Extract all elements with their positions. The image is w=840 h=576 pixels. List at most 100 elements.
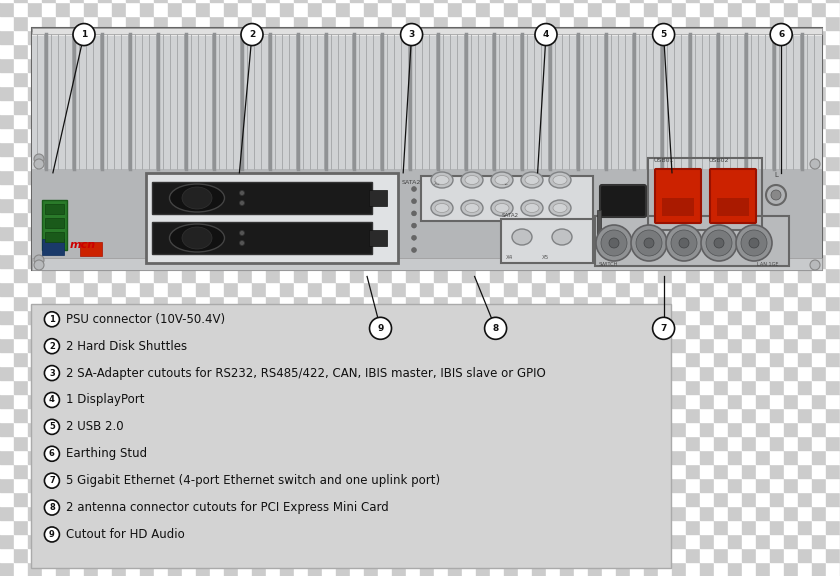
Bar [392, 254, 406, 268]
Bar [294, 464, 308, 478]
Bar [70, 380, 84, 394]
Bar [168, 226, 182, 240]
Bar [672, 548, 686, 562]
Bar [280, 142, 294, 156]
Bar [42, 506, 56, 520]
Bar [686, 0, 700, 2]
Bar [350, 170, 364, 184]
Bar [152, 182, 372, 214]
Bar [574, 506, 588, 520]
Bar [630, 268, 644, 282]
Ellipse shape [461, 172, 483, 188]
Bar [644, 114, 658, 128]
Bar [364, 170, 378, 184]
Bar [112, 240, 126, 254]
Ellipse shape [512, 229, 532, 245]
Bar [14, 30, 28, 44]
Bar [182, 282, 196, 296]
Bar [266, 506, 280, 520]
Bar [364, 114, 378, 128]
Bar [597, 210, 601, 240]
Bar [154, 142, 168, 156]
Bar [154, 492, 168, 506]
Bar [84, 30, 98, 44]
Bar [434, 240, 448, 254]
Bar [686, 282, 700, 296]
Bar [322, 100, 336, 114]
Ellipse shape [549, 200, 571, 216]
Ellipse shape [525, 203, 539, 213]
Bar [378, 324, 392, 338]
Bar [476, 2, 490, 16]
Bar [630, 520, 644, 534]
Bar [658, 464, 672, 478]
Bar [28, 142, 42, 156]
Bar [406, 240, 420, 254]
Bar [518, 128, 532, 142]
Bar [406, 100, 420, 114]
Bar [602, 198, 616, 212]
Bar [518, 44, 532, 58]
Bar [728, 366, 742, 380]
Bar [392, 0, 406, 2]
Bar [182, 156, 196, 170]
Circle shape [601, 230, 627, 256]
Bar [686, 156, 700, 170]
Bar [490, 366, 504, 380]
Bar [546, 268, 560, 282]
Bar [350, 478, 364, 492]
Bar [140, 142, 154, 156]
Bar [658, 534, 672, 548]
Bar [42, 310, 56, 324]
Bar [238, 366, 252, 380]
Bar [462, 534, 476, 548]
Bar [826, 212, 840, 226]
Bar [658, 422, 672, 436]
Bar [238, 492, 252, 506]
Bar [364, 548, 378, 562]
Bar [294, 338, 308, 352]
Bar [686, 548, 700, 562]
Bar [798, 548, 812, 562]
Bar [280, 212, 294, 226]
Bar [588, 562, 602, 576]
Bar [672, 436, 686, 450]
Bar [532, 30, 546, 44]
Bar [70, 170, 84, 184]
Bar [742, 30, 756, 44]
Bar [700, 58, 714, 72]
Bar [462, 282, 476, 296]
Ellipse shape [491, 200, 513, 216]
Bar [336, 380, 350, 394]
Bar [196, 184, 210, 198]
Bar [406, 478, 420, 492]
Bar [378, 492, 392, 506]
Bar [448, 156, 462, 170]
Bar [476, 478, 490, 492]
Bar [560, 450, 574, 464]
Bar [280, 506, 294, 520]
Bar [546, 142, 560, 156]
Bar [98, 240, 112, 254]
Bar [182, 226, 196, 240]
Bar [350, 198, 364, 212]
Bar [14, 86, 28, 100]
Bar [140, 366, 154, 380]
Bar [616, 30, 630, 44]
Circle shape [239, 230, 244, 236]
Bar [140, 0, 154, 2]
Bar [462, 100, 476, 114]
Bar [588, 394, 602, 408]
Bar [770, 72, 784, 86]
Bar [574, 352, 588, 366]
Bar [434, 450, 448, 464]
Bar [588, 464, 602, 478]
Bar [70, 352, 84, 366]
Bar [602, 422, 616, 436]
Bar [42, 86, 56, 100]
Bar [700, 0, 714, 2]
Bar [140, 492, 154, 506]
Bar [560, 310, 574, 324]
Bar [140, 240, 154, 254]
Bar [574, 464, 588, 478]
